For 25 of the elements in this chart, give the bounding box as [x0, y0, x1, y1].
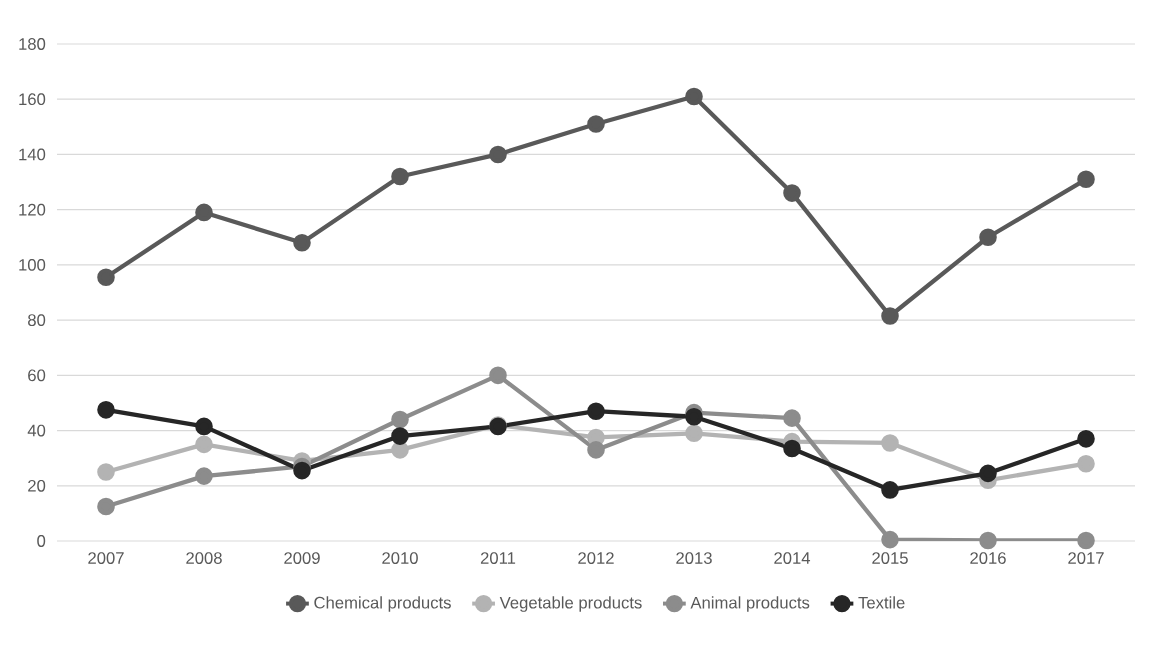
- y-tick-label: 160: [19, 93, 46, 106]
- x-tick-label: 2011: [480, 552, 516, 564]
- y-tick-label: 140: [19, 148, 46, 161]
- legend-label: Textile: [858, 596, 905, 609]
- x-tick-label: 2016: [970, 552, 1006, 564]
- legend-label: Animal products: [690, 596, 810, 612]
- x-tick-label: 2014: [774, 552, 811, 564]
- x-tick-label: 2009: [284, 552, 320, 564]
- x-tick-label: 2012: [578, 552, 614, 564]
- x-tick-label: 2017: [1068, 552, 1104, 564]
- y-tick-label: 100: [19, 259, 46, 271]
- y-tick-label: 80: [28, 314, 46, 327]
- y-tick-label: 20: [28, 479, 46, 492]
- y-tick-label: 40: [27, 424, 46, 437]
- x-tick-label: 2013: [676, 552, 712, 564]
- x-tick-label: 2015: [872, 552, 908, 564]
- x-tick-label: 2008: [186, 552, 222, 564]
- y-tick-label: 180: [19, 38, 46, 50]
- x-tick-label: 2010: [382, 552, 418, 564]
- legend-label: Vegetable products: [499, 596, 642, 612]
- x-tick-label: 2007: [88, 552, 124, 564]
- legend-label: Chemical products: [314, 596, 451, 612]
- y-tick-label: 0: [37, 535, 46, 547]
- y-tick-label: 60: [28, 369, 46, 382]
- y-tick-label: 120: [19, 203, 46, 216]
